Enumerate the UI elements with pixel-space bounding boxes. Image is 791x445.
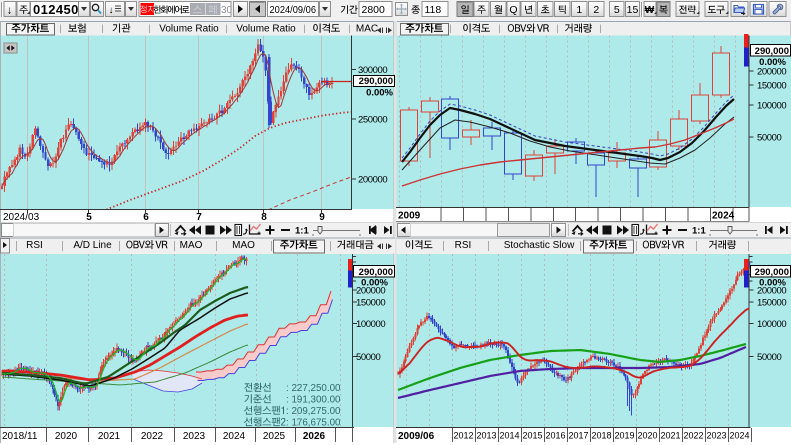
svg-text:MAC: MAC bbox=[356, 24, 378, 35]
svg-text:2013: 2013 bbox=[476, 431, 496, 441]
svg-text:0.00%: 0.00% bbox=[361, 278, 388, 289]
svg-text:Volume Ratio: Volume Ratio bbox=[159, 24, 219, 35]
svg-text:2020: 2020 bbox=[637, 431, 657, 441]
svg-text:5: 5 bbox=[614, 4, 620, 16]
svg-text:2025: 2025 bbox=[263, 431, 286, 442]
svg-text:150000: 150000 bbox=[356, 298, 385, 309]
svg-text:: 176,675.00: : 176,675.00 bbox=[286, 418, 341, 429]
svg-text:2021: 2021 bbox=[98, 431, 121, 442]
svg-text:2017: 2017 bbox=[568, 431, 588, 441]
svg-text:2024/03: 2024/03 bbox=[3, 212, 40, 223]
svg-text:290,000: 290,000 bbox=[359, 76, 393, 87]
svg-text:8: 8 bbox=[261, 212, 267, 223]
svg-text:Stochastic Slow: Stochastic Slow bbox=[504, 240, 575, 251]
svg-text:2024: 2024 bbox=[729, 431, 749, 441]
svg-text:290,000: 290,000 bbox=[755, 46, 789, 57]
svg-text:2015: 2015 bbox=[522, 431, 542, 441]
svg-text:0.00%: 0.00% bbox=[759, 278, 786, 289]
svg-text:100000: 100000 bbox=[757, 319, 786, 330]
svg-text:0.00%: 0.00% bbox=[366, 88, 393, 99]
svg-text:2024: 2024 bbox=[223, 431, 246, 442]
svg-text:100000: 100000 bbox=[356, 319, 385, 330]
svg-text:30: 30 bbox=[221, 5, 233, 16]
svg-text:A/D Line: A/D Line bbox=[73, 240, 112, 251]
svg-text:RSI: RSI bbox=[455, 240, 472, 251]
svg-text:2009/06: 2009/06 bbox=[398, 431, 435, 442]
svg-text:2026: 2026 bbox=[303, 431, 326, 442]
svg-text:250000: 250000 bbox=[358, 115, 387, 126]
svg-text:MAO: MAO bbox=[180, 240, 203, 251]
svg-text:9: 9 bbox=[319, 212, 325, 223]
svg-text:50000: 50000 bbox=[757, 133, 782, 144]
svg-text:5: 5 bbox=[86, 212, 92, 223]
svg-text:1: 1 bbox=[576, 4, 582, 16]
svg-text:2024: 2024 bbox=[712, 211, 735, 222]
svg-text:2: 2 bbox=[593, 4, 599, 16]
svg-text:2023: 2023 bbox=[706, 431, 726, 441]
svg-text:2018/11: 2018/11 bbox=[2, 431, 38, 442]
svg-text:50000: 50000 bbox=[356, 352, 381, 363]
svg-text:2024/09/06: 2024/09/06 bbox=[270, 5, 317, 16]
svg-text:₩: ₩ bbox=[645, 5, 655, 16]
svg-text:2016: 2016 bbox=[545, 431, 565, 441]
svg-text:Q: Q bbox=[509, 4, 517, 16]
svg-text:290,000: 290,000 bbox=[755, 267, 789, 278]
svg-text:2800: 2800 bbox=[362, 4, 386, 16]
svg-text:100000: 100000 bbox=[757, 101, 786, 112]
svg-text:150000: 150000 bbox=[757, 81, 786, 92]
svg-text:↓: ↓ bbox=[109, 5, 114, 16]
svg-text:200000: 200000 bbox=[356, 286, 385, 297]
svg-text:118: 118 bbox=[425, 4, 442, 16]
svg-text:2021: 2021 bbox=[660, 431, 680, 441]
svg-text:2020: 2020 bbox=[55, 431, 78, 442]
svg-text:200000: 200000 bbox=[757, 286, 786, 297]
svg-text:2014: 2014 bbox=[499, 431, 519, 441]
svg-text:2012: 2012 bbox=[453, 431, 473, 441]
svg-text:2023: 2023 bbox=[183, 431, 206, 442]
svg-text:1:1: 1:1 bbox=[295, 226, 309, 237]
svg-text:300000: 300000 bbox=[358, 65, 387, 76]
svg-text:50000: 50000 bbox=[757, 352, 782, 363]
svg-text:MAO: MAO bbox=[232, 240, 255, 251]
svg-text:: 191,300.00: : 191,300.00 bbox=[286, 395, 341, 406]
svg-text:0.00%: 0.00% bbox=[759, 57, 786, 68]
svg-text:2019: 2019 bbox=[614, 431, 634, 441]
svg-text:Volume Ratio: Volume Ratio bbox=[236, 24, 296, 35]
svg-text:↓: ↓ bbox=[7, 5, 13, 17]
svg-text:7: 7 bbox=[196, 212, 202, 223]
svg-text:: 209,275.00: : 209,275.00 bbox=[286, 406, 341, 417]
svg-text:RSI: RSI bbox=[26, 240, 43, 251]
svg-text:15: 15 bbox=[627, 4, 639, 16]
svg-text:150000: 150000 bbox=[757, 298, 786, 309]
svg-text:: 227,250.00: : 227,250.00 bbox=[286, 383, 341, 394]
svg-text:200000: 200000 bbox=[757, 67, 786, 78]
svg-text:2022: 2022 bbox=[683, 431, 703, 441]
svg-text:2022: 2022 bbox=[141, 431, 164, 442]
svg-text:012450: 012450 bbox=[33, 2, 79, 17]
svg-text:1:1: 1:1 bbox=[692, 226, 706, 237]
svg-text:290,000: 290,000 bbox=[359, 267, 393, 278]
svg-text:2018: 2018 bbox=[591, 431, 611, 441]
svg-text:200000: 200000 bbox=[358, 175, 387, 186]
svg-text:2009: 2009 bbox=[398, 211, 421, 222]
svg-text:6: 6 bbox=[143, 212, 149, 223]
